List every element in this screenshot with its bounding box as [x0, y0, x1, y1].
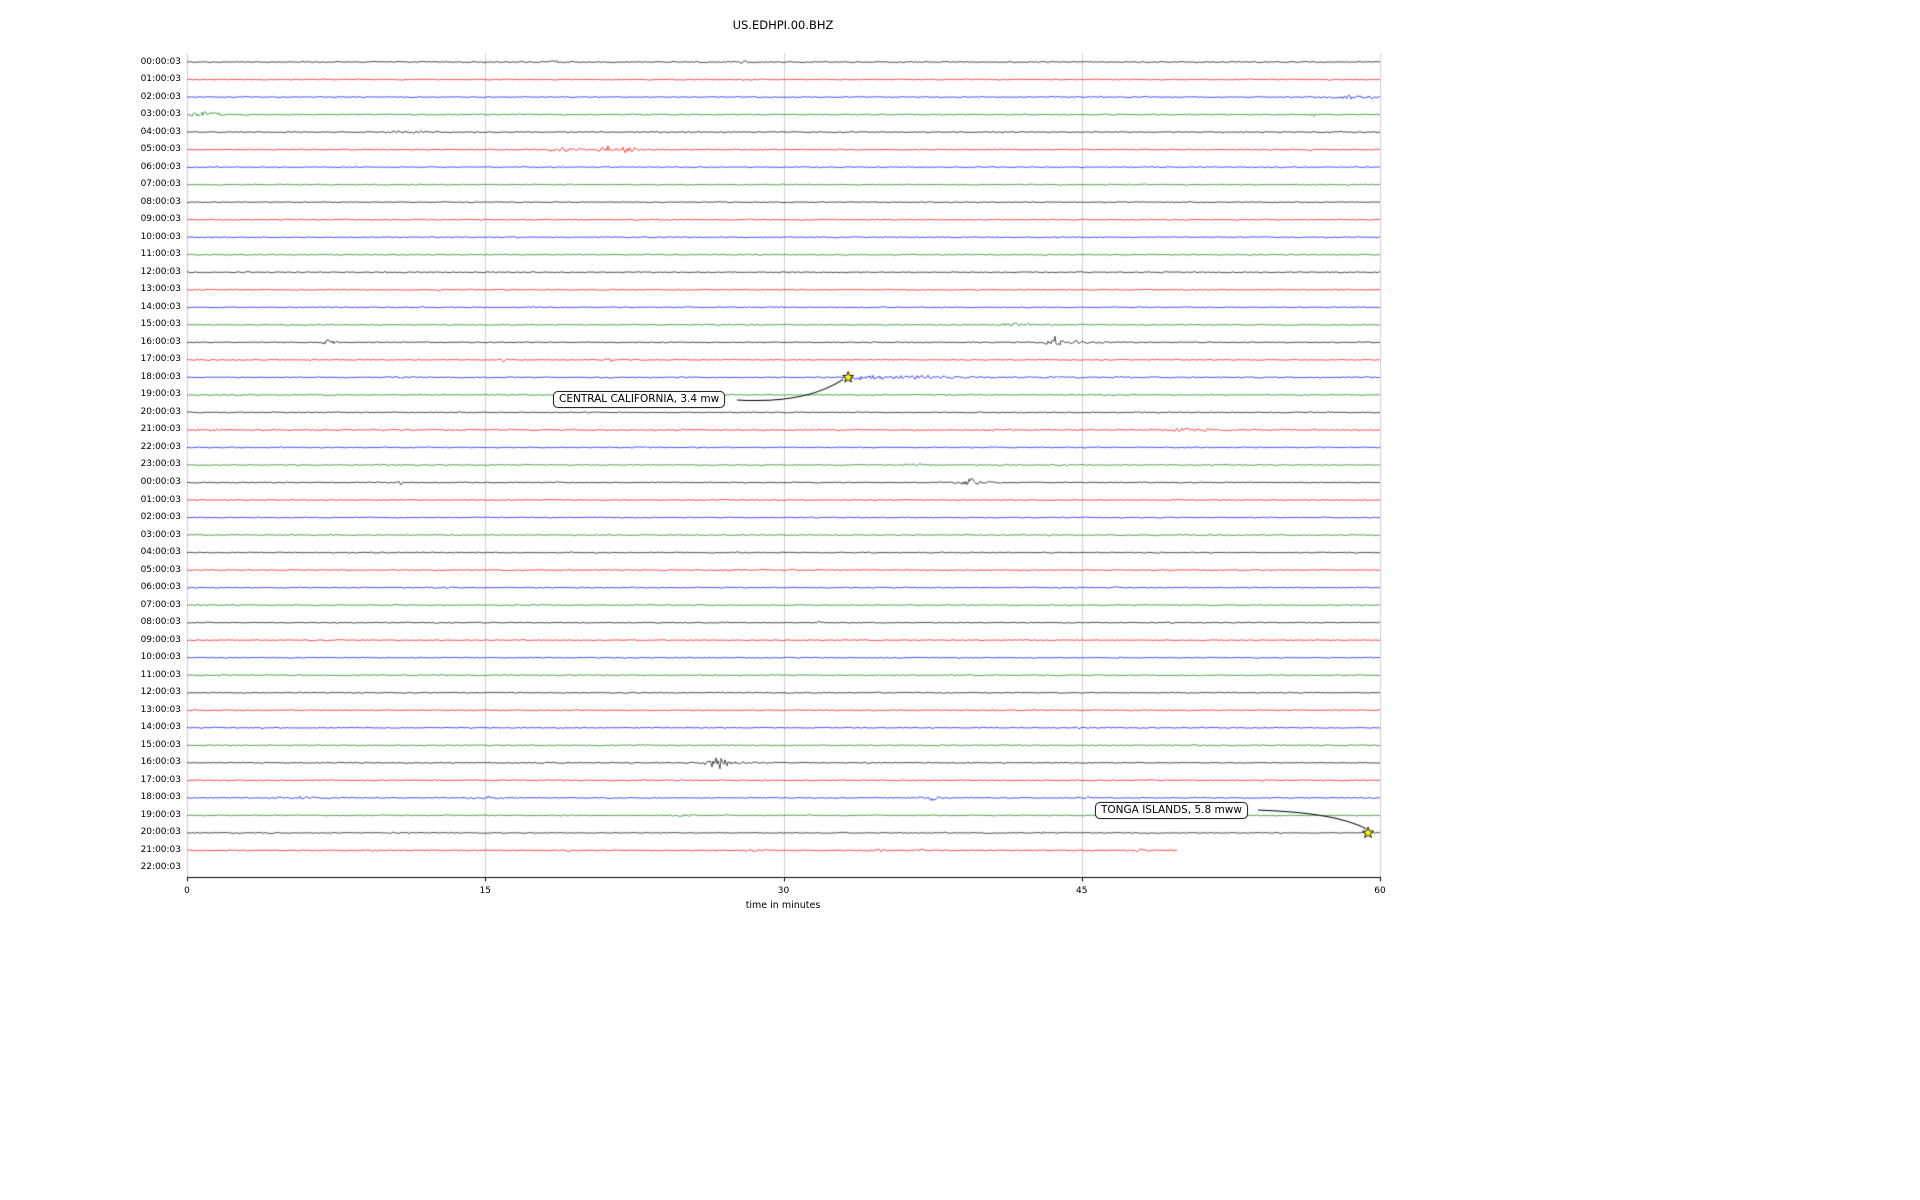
y-axis-label: 13:00:03	[140, 284, 181, 295]
y-axis-label: 16:00:03	[140, 757, 181, 768]
y-axis-label: 10:00:03	[140, 652, 181, 663]
y-axis-label: 04:00:03	[140, 547, 181, 558]
y-axis-label: 11:00:03	[140, 669, 181, 680]
y-axis-label: 03:00:03	[140, 529, 181, 540]
y-axis-label: 07:00:03	[140, 599, 181, 610]
y-axis-label: 02:00:03	[140, 512, 181, 523]
plot-title: US.EDHPI.00.BHZ	[732, 18, 834, 32]
y-axis-label: 16:00:03	[140, 336, 181, 347]
y-axis-label: 18:00:03	[140, 371, 181, 382]
y-axis-label: 00:00:03	[140, 56, 181, 67]
y-axis-label: 18:00:03	[140, 792, 181, 803]
event-annotation-central-california: CENTRAL CALIFORNIA, 3.4 mw	[553, 391, 726, 408]
y-axis-label: 03:00:03	[140, 109, 181, 120]
x-axis-tick-label: 0	[184, 886, 190, 896]
x-axis-tick-label: 15	[479, 886, 491, 896]
y-axis-label: 17:00:03	[140, 354, 181, 365]
y-axis-label: 19:00:03	[140, 809, 181, 820]
y-axis-label: 22:00:03	[140, 862, 181, 873]
y-axis-label: 11:00:03	[140, 249, 181, 260]
y-axis-label: 19:00:03	[140, 389, 181, 400]
y-axis-label: 06:00:03	[140, 582, 181, 593]
y-axis-label: 14:00:03	[140, 301, 181, 312]
y-axis-label: 12:00:03	[140, 266, 181, 277]
y-axis-label: 12:00:03	[140, 687, 181, 698]
x-axis-tick-label: 60	[1374, 886, 1386, 896]
y-axis-label: 17:00:03	[140, 774, 181, 785]
y-axis-label: 06:00:03	[140, 161, 181, 172]
y-axis-label: 09:00:03	[140, 214, 181, 225]
y-axis-label: 01:00:03	[140, 494, 181, 505]
event-annotation-text: CENTRAL CALIFORNIA, 3.4 mw	[559, 393, 720, 405]
y-axis-label: 20:00:03	[140, 406, 181, 417]
y-axis-label: 14:00:03	[140, 722, 181, 733]
y-axis-label: 04:00:03	[140, 126, 181, 137]
y-axis-label: 07:00:03	[140, 179, 181, 190]
y-axis-label: 20:00:03	[140, 827, 181, 838]
y-axis-label: 08:00:03	[140, 196, 181, 207]
y-axis-label: 10:00:03	[140, 231, 181, 242]
y-axis-label: 22:00:03	[140, 441, 181, 452]
y-axis-label: 21:00:03	[140, 844, 181, 855]
x-axis-tick-label: 45	[1076, 886, 1088, 896]
y-axis-label: 05:00:03	[140, 564, 181, 575]
y-axis-label: 09:00:03	[140, 634, 181, 645]
y-axis-label: 01:00:03	[140, 74, 181, 85]
y-axis-label: 00:00:03	[140, 476, 181, 487]
y-axis-label: 05:00:03	[140, 144, 181, 155]
y-axis-label: 15:00:03	[140, 739, 181, 750]
y-axis-label: 08:00:03	[140, 617, 181, 628]
event-annotation-tonga-islands: TONGA ISLANDS, 5.8 mww	[1095, 802, 1248, 819]
x-axis-tick-label: 30	[777, 886, 790, 896]
y-axis-label: 21:00:03	[140, 424, 181, 435]
x-axis-label: time in minutes	[745, 900, 821, 911]
event-annotation-text: TONGA ISLANDS, 5.8 mww	[1101, 804, 1242, 816]
y-axis-label: 02:00:03	[140, 91, 181, 102]
y-axis-label: 15:00:03	[140, 319, 181, 330]
y-axis-label: 23:00:03	[140, 459, 181, 470]
y-axis-label: 13:00:03	[140, 704, 181, 715]
